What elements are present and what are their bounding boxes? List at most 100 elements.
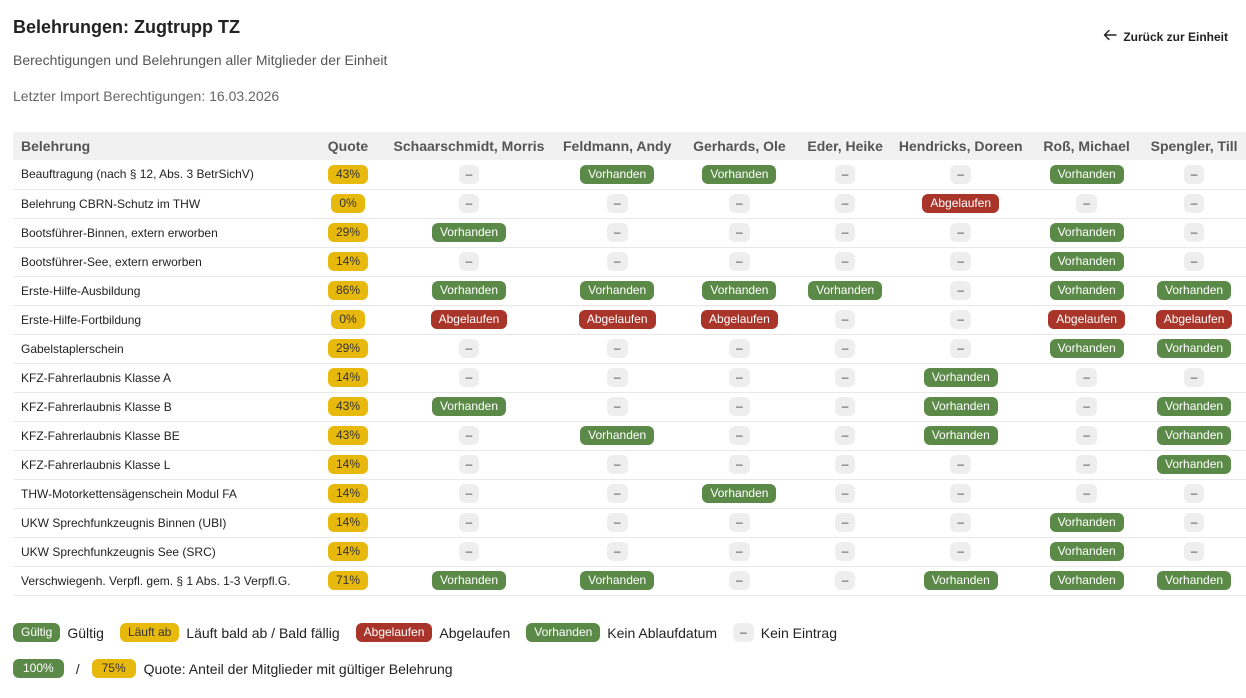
status-badge-empty[interactable]: – xyxy=(458,542,480,561)
status-badge-empty[interactable]: – xyxy=(834,397,856,416)
status-badge-present[interactable]: Vorhanden xyxy=(1049,571,1124,590)
status-badge-empty[interactable]: – xyxy=(1183,164,1205,184)
status-badge-empty[interactable]: – xyxy=(729,397,750,416)
status-badge-expired[interactable]: Abgelaufen xyxy=(1048,310,1125,329)
status-badge-present[interactable]: Vorhanden xyxy=(1049,339,1124,358)
status-badge-empty[interactable]: – xyxy=(458,194,480,213)
status-badge-empty[interactable]: – xyxy=(1183,542,1205,561)
status-badge-empty[interactable]: – xyxy=(729,223,750,242)
status-badge-empty[interactable]: – xyxy=(950,252,972,271)
status-badge-present[interactable]: Vorhanden xyxy=(923,397,998,416)
status-badge-present[interactable]: Vorhanden xyxy=(1049,223,1124,242)
status-badge-present[interactable]: Vorhanden xyxy=(702,281,777,300)
status-badge-empty[interactable]: – xyxy=(729,426,750,445)
status-badge-expired[interactable]: Abgelaufen xyxy=(701,310,778,329)
status-badge-empty[interactable]: – xyxy=(834,310,856,329)
status-badge-empty[interactable]: – xyxy=(1076,194,1097,213)
status-badge-present[interactable]: Vorhanden xyxy=(1049,542,1124,561)
status-badge-empty[interactable]: – xyxy=(1183,513,1205,532)
status-badge-empty[interactable]: – xyxy=(950,339,972,358)
status-badge-empty[interactable]: – xyxy=(950,513,972,532)
status-badge-present[interactable]: Vorhanden xyxy=(431,281,507,300)
status-badge-empty[interactable]: – xyxy=(458,252,480,271)
status-badge-present[interactable]: Vorhanden xyxy=(580,426,655,445)
status-badge-empty[interactable]: – xyxy=(458,484,480,503)
status-badge-empty[interactable]: – xyxy=(729,339,750,358)
status-badge-empty[interactable]: – xyxy=(606,542,628,561)
status-badge-empty[interactable]: – xyxy=(458,513,480,532)
status-badge-expired[interactable]: Abgelaufen xyxy=(922,194,1000,213)
status-badge-present[interactable]: Vorhanden xyxy=(923,368,998,387)
status-badge-empty[interactable]: – xyxy=(729,513,750,532)
status-badge-empty[interactable]: – xyxy=(458,368,480,387)
status-badge-present[interactable]: Vorhanden xyxy=(580,571,655,590)
status-badge-empty[interactable]: – xyxy=(834,164,856,184)
status-badge-present[interactable]: Vorhanden xyxy=(1049,164,1124,184)
status-badge-empty[interactable]: – xyxy=(834,368,856,387)
status-badge-empty[interactable]: – xyxy=(606,339,628,358)
status-badge-empty[interactable]: – xyxy=(1183,484,1205,503)
status-badge-present[interactable]: Vorhanden xyxy=(1157,426,1232,445)
status-badge-empty[interactable]: – xyxy=(834,455,856,474)
status-badge-empty[interactable]: – xyxy=(834,339,856,358)
status-badge-empty[interactable]: – xyxy=(606,252,628,271)
status-badge-present[interactable]: Vorhanden xyxy=(431,223,507,242)
status-badge-empty[interactable]: – xyxy=(606,194,628,213)
status-badge-empty[interactable]: – xyxy=(458,455,480,474)
status-badge-empty[interactable]: – xyxy=(950,455,972,474)
status-badge-empty[interactable]: – xyxy=(1076,397,1097,416)
status-badge-expired[interactable]: Abgelaufen xyxy=(1155,310,1233,329)
status-badge-present[interactable]: Vorhanden xyxy=(1157,339,1232,358)
status-badge-empty[interactable]: – xyxy=(1183,194,1205,213)
status-badge-empty[interactable]: – xyxy=(950,484,972,503)
status-badge-empty[interactable]: – xyxy=(606,368,628,387)
status-badge-empty[interactable]: – xyxy=(1076,455,1097,474)
status-badge-empty[interactable]: – xyxy=(950,542,972,561)
status-badge-present[interactable]: Vorhanden xyxy=(1157,397,1232,416)
status-badge-present[interactable]: Vorhanden xyxy=(1157,281,1232,300)
status-badge-present[interactable]: Vorhanden xyxy=(702,484,777,503)
status-badge-present[interactable]: Vorhanden xyxy=(1049,252,1124,271)
status-badge-empty[interactable]: – xyxy=(729,368,750,387)
status-badge-present[interactable]: Vorhanden xyxy=(431,397,507,416)
status-badge-empty[interactable]: – xyxy=(606,455,628,474)
status-badge-present[interactable]: Vorhanden xyxy=(1157,455,1232,474)
status-badge-empty[interactable]: – xyxy=(1076,484,1097,503)
status-badge-present[interactable]: Vorhanden xyxy=(1049,281,1124,300)
status-badge-empty[interactable]: – xyxy=(606,223,628,242)
status-badge-present[interactable]: Vorhanden xyxy=(923,571,998,590)
status-badge-present[interactable]: Vorhanden xyxy=(580,281,655,300)
status-badge-empty[interactable]: – xyxy=(458,426,480,445)
status-badge-present[interactable]: Vorhanden xyxy=(808,281,883,300)
status-badge-empty[interactable]: – xyxy=(950,164,972,184)
status-badge-empty[interactable]: – xyxy=(834,223,856,242)
status-badge-empty[interactable]: – xyxy=(1076,368,1097,387)
status-badge-empty[interactable]: – xyxy=(606,513,628,532)
status-badge-empty[interactable]: – xyxy=(834,252,856,271)
status-badge-empty[interactable]: – xyxy=(1076,426,1097,445)
status-badge-empty[interactable]: – xyxy=(729,252,750,271)
status-badge-empty[interactable]: – xyxy=(458,339,480,358)
status-badge-empty[interactable]: – xyxy=(606,484,628,503)
status-badge-present[interactable]: Vorhanden xyxy=(1049,513,1124,532)
status-badge-present[interactable]: Vorhanden xyxy=(923,426,998,445)
status-badge-present[interactable]: Vorhanden xyxy=(580,164,655,184)
status-badge-empty[interactable]: – xyxy=(834,426,856,445)
status-badge-empty[interactable]: – xyxy=(729,194,750,213)
status-badge-present[interactable]: Vorhanden xyxy=(1157,571,1232,590)
status-badge-empty[interactable]: – xyxy=(834,542,856,561)
status-badge-empty[interactable]: – xyxy=(606,397,628,416)
status-badge-present[interactable]: Vorhanden xyxy=(431,571,507,590)
back-to-unit-link[interactable]: Zurück zur Einheit xyxy=(1103,28,1228,45)
status-badge-empty[interactable]: – xyxy=(1183,252,1205,271)
status-badge-empty[interactable]: – xyxy=(1183,223,1205,242)
status-badge-present[interactable]: Vorhanden xyxy=(702,164,777,184)
status-badge-empty[interactable]: – xyxy=(729,542,750,561)
status-badge-empty[interactable]: – xyxy=(834,513,856,532)
status-badge-empty[interactable]: – xyxy=(950,281,972,300)
status-badge-empty[interactable]: – xyxy=(834,484,856,503)
status-badge-empty[interactable]: – xyxy=(729,571,750,590)
status-badge-expired[interactable]: Abgelaufen xyxy=(578,310,656,329)
status-badge-empty[interactable]: – xyxy=(950,223,972,242)
status-badge-empty[interactable]: – xyxy=(950,310,972,329)
